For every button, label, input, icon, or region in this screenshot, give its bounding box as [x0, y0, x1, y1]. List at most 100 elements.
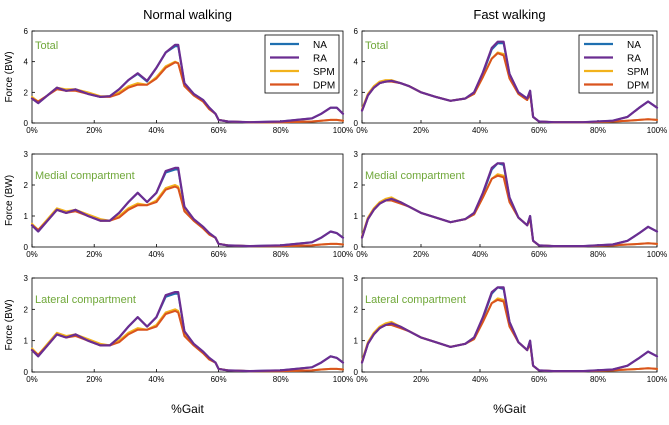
y-tick-label: 0 [354, 119, 359, 128]
x-tick-label: 80% [590, 126, 606, 135]
x-tick-label: 20% [86, 126, 102, 135]
subplot-label: Lateral compartment [35, 294, 136, 306]
y-tick-label: 0 [24, 368, 29, 377]
y-tick-label: 0 [24, 243, 29, 252]
y-tick-label: 3 [24, 274, 29, 283]
y-tick-label: 2 [354, 181, 359, 190]
x-tick-label: 80% [273, 250, 289, 259]
x-tick-label: 0% [356, 375, 368, 384]
subplot-label: Medial compartment [35, 170, 135, 182]
x-tick-label: 100% [647, 250, 667, 259]
x-tick-label: 20% [413, 126, 429, 135]
x-tick-label: 80% [590, 250, 606, 259]
y-tick-label: 0 [24, 119, 29, 128]
x-tick-label: 0% [26, 375, 38, 384]
series-line-spm [361, 173, 658, 248]
y-tick-label: 2 [354, 305, 359, 314]
series-line-dpm [361, 298, 658, 373]
series-line-ra [30, 166, 345, 248]
y-tick-label: 1 [24, 337, 29, 346]
y-tick-label: 4 [24, 58, 29, 67]
x-tick-label: 60% [531, 375, 547, 384]
y-tick-label: 2 [24, 88, 29, 97]
x-tick-label: 100% [647, 126, 667, 135]
legend-label: SPM [627, 67, 649, 78]
x-tick-label: 60% [211, 375, 227, 384]
axes-box [361, 153, 658, 248]
y-tick-label: 1 [354, 337, 359, 346]
x-tick-label: 100% [333, 250, 353, 259]
x-tick-label: 20% [86, 250, 102, 259]
y-tick-label: 6 [24, 27, 29, 36]
y-tick-label: 2 [354, 88, 359, 97]
y-tick-label: 3 [24, 150, 29, 159]
y-tick-label: 1 [354, 212, 359, 221]
x-tick-label: 20% [86, 375, 102, 384]
axes-box [31, 277, 344, 373]
subplot: 0 1 2 3 0% 20% 40% 60% 80% 100% Medial compartment [354, 150, 668, 259]
x-tick-label: 40% [148, 250, 164, 259]
y-tick-label: 4 [354, 58, 359, 67]
subplot-label: Total [35, 40, 58, 52]
axes-box [31, 153, 344, 248]
y-tick-label: 6 [354, 27, 359, 36]
x-tick-label: 40% [472, 250, 488, 259]
x-tick-label: 20% [413, 250, 429, 259]
legend-label: NA [313, 40, 327, 51]
legend-label: RA [627, 54, 641, 65]
axes-box [361, 30, 658, 124]
column-title: Normal walking [143, 7, 232, 22]
x-tick-label: 80% [273, 126, 289, 135]
x-tick-label: 0% [356, 250, 368, 259]
x-tick-label: 80% [590, 375, 606, 384]
subplot-label: Lateral compartment [365, 294, 466, 306]
x-tick-label: 100% [333, 375, 353, 384]
series-line-ra [360, 286, 659, 373]
subplot: 0 1 2 3 0% 20% 40% 60% 80% 100% Lateral compartmen… [354, 274, 668, 384]
y-tick-label: 1 [24, 212, 29, 221]
x-tick-label: 40% [148, 126, 164, 135]
series-line-ra [30, 43, 345, 124]
x-tick-label: 40% [472, 375, 488, 384]
x-tick-label: 60% [211, 126, 227, 135]
legend-label: DPM [313, 81, 335, 92]
x-tick-label: 60% [211, 250, 227, 259]
legend-label: RA [313, 54, 327, 65]
x-tick-label: 40% [148, 375, 164, 384]
subplot: 0 1 2 3 0% 20% 40% 60% 80% 100% Force (BW) Lateral … [4, 274, 353, 384]
legend-label: SPM [313, 67, 335, 78]
series-line-spm [361, 297, 658, 373]
x-tick-label: 60% [531, 250, 547, 259]
y-tick-label: 2 [24, 181, 29, 190]
legend-label: DPM [627, 81, 649, 92]
axes-box [31, 30, 344, 124]
legend-label: NA [627, 40, 641, 51]
y-tick-label: 0 [354, 368, 359, 377]
y-tick-label: 3 [354, 274, 359, 283]
column-title: Fast walking [473, 7, 545, 22]
y-axis-label: Force (BW) [4, 175, 15, 226]
x-tick-label: 0% [356, 126, 368, 135]
y-tick-label: 3 [354, 150, 359, 159]
subplot: 0 1 2 3 0% 20% 40% 60% 80% 100% Force (BW) Medial c… [4, 150, 353, 259]
y-tick-label: 2 [24, 305, 29, 314]
series-line-ra [360, 162, 659, 248]
series-line-dpm [31, 185, 344, 248]
y-axis-label: Force (BW) [4, 299, 15, 350]
x-tick-label: 100% [647, 375, 667, 384]
x-tick-label: 20% [413, 375, 429, 384]
y-tick-label: 0 [354, 243, 359, 252]
x-tick-label: 80% [273, 375, 289, 384]
x-tick-label: 60% [531, 126, 547, 135]
x-tick-label: 0% [26, 126, 38, 135]
y-axis-label: Force (BW) [4, 51, 15, 102]
series-line-ra [360, 40, 659, 124]
x-tick-label: 100% [333, 126, 353, 135]
series-line-ra [30, 291, 345, 373]
x-axis-label: %Gait [171, 402, 204, 416]
subplot-label: Total [365, 40, 388, 52]
